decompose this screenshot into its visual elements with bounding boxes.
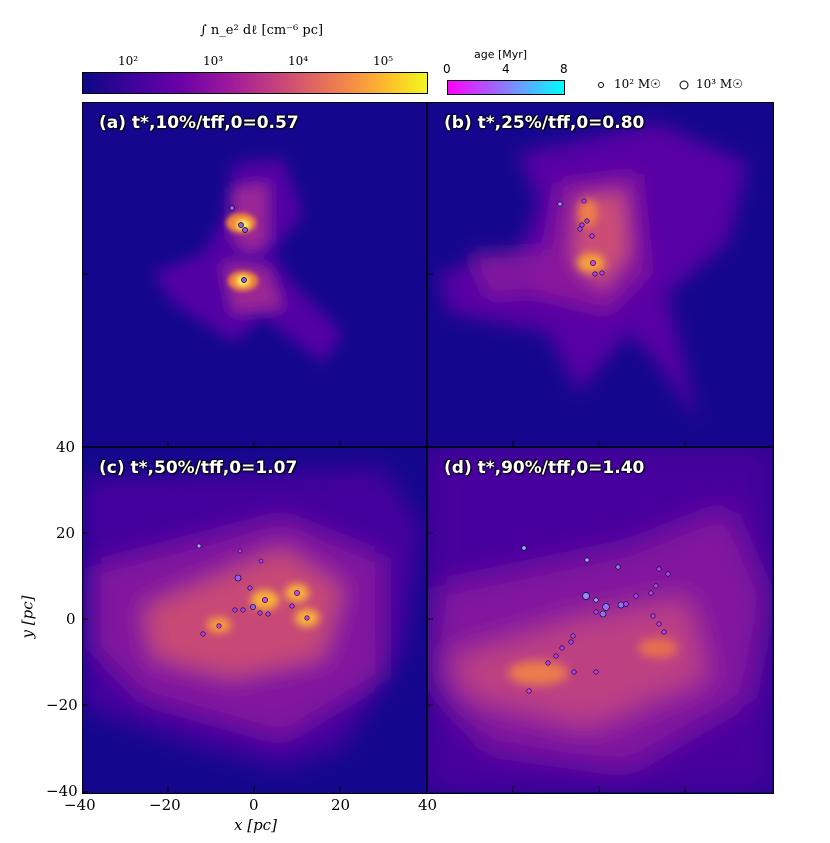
x-tick-label: 40 [418,796,438,814]
panel-d-image [428,448,772,792]
panel-c-image [83,448,427,792]
mass-legend-large-label: 10³ M☉ [696,77,743,91]
mass-legend-small-label: 10² M☉ [614,77,661,91]
x-tick-label: −40 [64,796,96,814]
mass-legend-small-marker [598,82,604,88]
age-tick-label: 8 [560,62,568,76]
x-axis-label: x [pc] [234,816,277,834]
y-tick-label: 0 [66,610,76,628]
y-tick-label: −20 [46,696,78,714]
panel-b: (b) t*,25%/tff,0=0.80 [428,103,772,447]
density-tick-label: 10³ [203,54,224,68]
density-tick-label: 10² [118,54,139,68]
age-tick-label: 0 [443,62,451,76]
density-tick-label: 10⁴ [288,54,309,68]
x-tick-label: 0 [249,796,259,814]
y-tick-label: −40 [46,782,78,800]
age-colorbar-label: age [Myr] [474,48,528,61]
age-tick-label: 4 [502,62,510,76]
panel-a: (a) t*,10%/tff,0=0.57 [83,103,427,447]
y-axis-label: y [pc] [18,595,37,639]
mass-legend-large-marker [679,80,689,90]
panel-c: (c) t*,50%/tff,0=1.07 [83,448,427,792]
y-tick-label: 20 [56,524,76,542]
panel-b-image [428,103,772,447]
density-colorbar-label: ∫ n_e² dℓ [cm⁻⁶ pc] [200,23,324,38]
y-tick-label: 40 [56,438,76,456]
panel-b-label: (b) t*,25%/tff,0=0.80 [444,113,645,133]
x-tick-label: −20 [149,796,181,814]
panel-d-label: (d) t*,90%/tff,0=1.40 [444,458,645,478]
x-tick-label: 20 [331,796,351,814]
panel-c-label: (c) t*,50%/tff,0=1.07 [99,458,298,478]
density-colorbar [82,72,428,94]
age-colorbar [447,80,565,95]
panel-a-label: (a) t*,10%/tff,0=0.57 [99,113,299,133]
panel-d: (d) t*,90%/tff,0=1.40 [428,448,772,792]
density-tick-label: 10⁵ [373,54,394,68]
panel-a-image [83,103,427,447]
